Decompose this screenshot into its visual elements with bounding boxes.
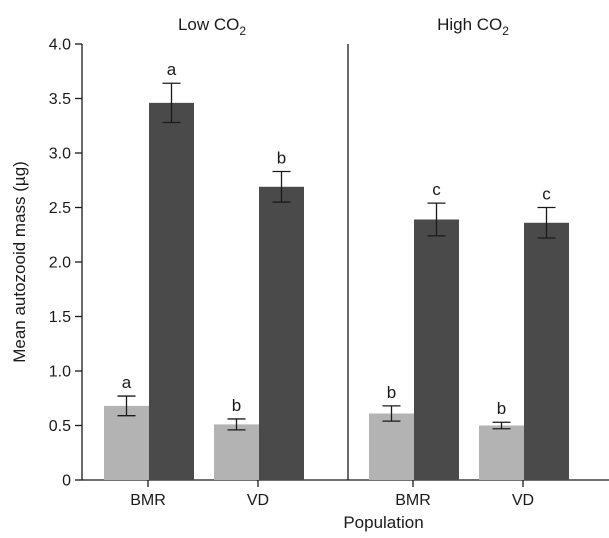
panel-title-subscript: 2 bbox=[239, 24, 246, 38]
bars bbox=[104, 82, 569, 481]
x-tick-label: VD bbox=[512, 492, 534, 509]
bar-high-co-vd-light bbox=[479, 425, 524, 480]
y-tick-label: 0 bbox=[62, 473, 71, 490]
y-tick-label: 3.5 bbox=[49, 91, 71, 108]
y-tick-label: 2.5 bbox=[49, 200, 71, 217]
significance-letter: c bbox=[432, 180, 441, 199]
x-axis-title: Population bbox=[343, 513, 423, 532]
significance-letter: a bbox=[167, 60, 177, 79]
x-tick-label: BMR bbox=[395, 492, 431, 509]
y-tick-label: 4.0 bbox=[49, 37, 71, 54]
panel-title: High CO2 bbox=[437, 15, 509, 38]
bar-low-co-vd-light bbox=[214, 424, 259, 480]
bar-high-co-bmr-light bbox=[369, 413, 414, 480]
bar-high-co-vd-dark bbox=[524, 222, 569, 480]
bar-high-co-bmr-dark bbox=[414, 219, 459, 481]
bar-low-co-vd-dark bbox=[259, 186, 304, 481]
y-axis-title: Mean autozooid mass (µg) bbox=[10, 161, 29, 363]
y-tick-label: 1.0 bbox=[49, 364, 71, 381]
bar-low-co-bmr-light bbox=[104, 405, 149, 480]
bar-low-co-bmr-dark bbox=[149, 102, 194, 481]
panel-title-subscript: 2 bbox=[502, 24, 509, 38]
significance-letter: a bbox=[122, 373, 132, 392]
significance-letter: b bbox=[497, 399, 506, 418]
panel-title-text: Low CO bbox=[178, 15, 239, 34]
panel-title: Low CO2 bbox=[178, 15, 246, 38]
y-tick-label: 3.0 bbox=[49, 146, 71, 163]
y-tick-label: 1.5 bbox=[49, 309, 71, 326]
significance-letter: c bbox=[542, 185, 551, 204]
panel-title-text: High CO bbox=[437, 15, 502, 34]
significance-letter: b bbox=[277, 149, 286, 168]
axes: 0 0.5 1.0 1.5 2.0 2.5 3.0 3.5 4.0 Mean autozooid … bbox=[10, 37, 609, 532]
significance-letter: b bbox=[387, 383, 396, 402]
x-tick-label: VD bbox=[247, 492, 269, 509]
y-tick-label: 2.0 bbox=[49, 255, 71, 272]
significance-letter: b bbox=[232, 396, 241, 415]
y-tick-label: 0.5 bbox=[49, 418, 71, 435]
x-tick-label: BMR bbox=[130, 492, 166, 509]
